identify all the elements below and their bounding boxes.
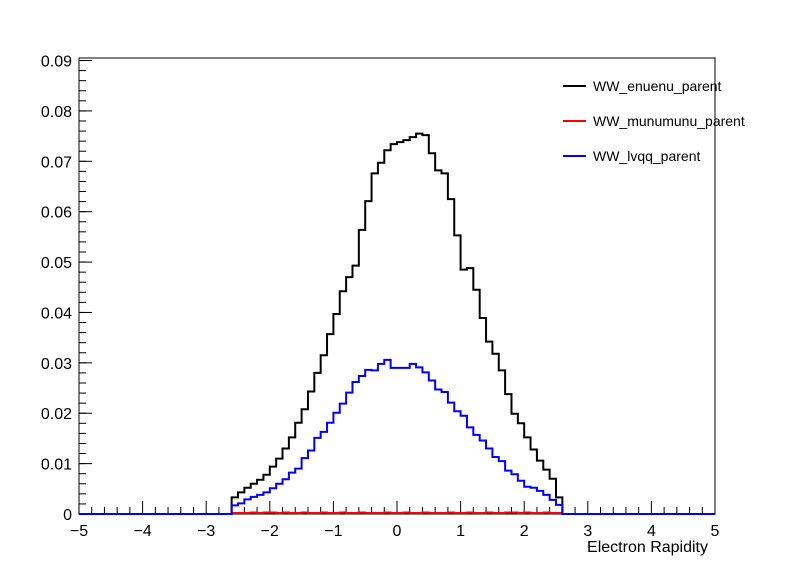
x-tick-label: −5 [70,523,88,540]
series-line-0 [79,132,715,515]
x-tick-label: −1 [324,523,342,540]
y-tick-label: 0 [63,507,72,524]
x-tick-label: −3 [197,523,215,540]
series-line-2 [79,358,715,515]
y-tick-label: 0.03 [41,356,72,373]
y-tick-label: 0.09 [41,54,72,71]
series-line-1 [79,511,715,515]
y-tick-label: 0.05 [41,255,72,272]
legend: WW_enuenu_parent WW_munumunu_parent WW_lvq… [563,78,745,164]
legend-label: WW_enuenu_parent [593,78,722,94]
y-tick-label: 0.02 [41,406,72,423]
y-tick-label: 0.06 [41,205,72,222]
x-tick-label: 4 [647,523,656,540]
y-tick-label: 0.07 [41,154,72,171]
x-tick-label: 0 [393,523,402,540]
x-axis-title: Electron Rapidity [587,539,708,556]
x-tick-label: −2 [261,523,279,540]
legend-label: WW_lvqq_parent [593,148,700,164]
x-tick-label: 1 [456,523,465,540]
x-tick-label: 3 [583,523,592,540]
legend-label: WW_munumunu_parent [593,113,745,129]
series-layer [79,132,715,515]
x-tick-label: 2 [520,523,529,540]
x-tick-label: −4 [133,523,151,540]
y-tick-label: 0.04 [41,305,72,322]
y-tick-label: 0.08 [41,104,72,121]
x-axis: −5 −4 −3 −2 −1 0 1 2 3 4 5 [70,501,720,540]
y-tick-label: 0.01 [41,457,72,474]
y-axis: 0 0.01 0.02 0.03 0.04 0.05 0.06 0.07 0.08 0.09 [41,54,92,524]
x-tick-label: 5 [711,523,720,540]
